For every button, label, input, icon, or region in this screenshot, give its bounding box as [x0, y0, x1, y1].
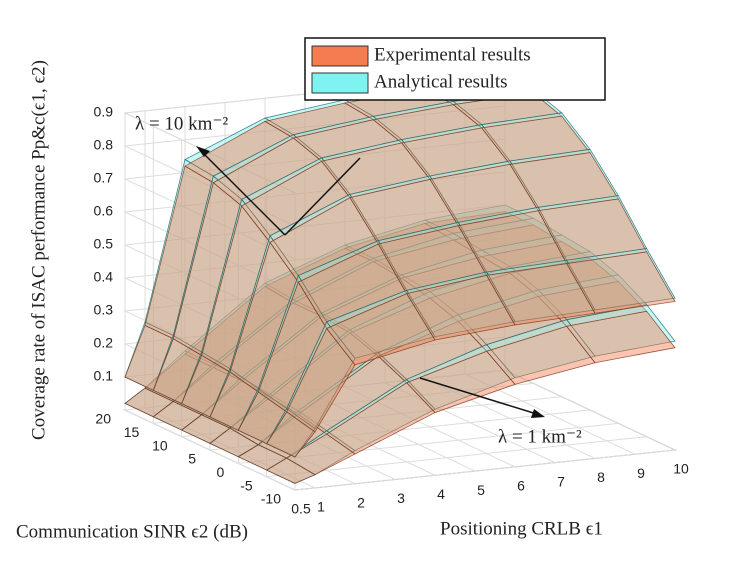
- surface-patch: [565, 304, 676, 357]
- y-axis-label: Communication SINR ϵ2 (dB): [16, 521, 248, 542]
- annotation-arrows: [196, 146, 545, 418]
- grid-line: [123, 303, 506, 425]
- arrow: [419, 377, 541, 416]
- grid-line: [123, 171, 506, 293]
- z-tick-label: 0.7: [94, 170, 114, 186]
- z-tick-label: 0.2: [94, 335, 114, 351]
- surface-patch: [566, 248, 676, 311]
- x-tick-label: 4: [437, 486, 445, 502]
- x-tick-label: 2: [357, 494, 365, 510]
- y-tick-label: 20: [95, 411, 111, 427]
- legend-swatch: [311, 45, 369, 67]
- legend-swatch: [311, 72, 369, 94]
- z-axis-label: Coverage rate of ISAC performance Pp&c(ϵ…: [28, 60, 49, 440]
- x-tick-label: 7: [557, 473, 565, 489]
- z-tick-label: 0.4: [94, 269, 114, 285]
- y-tick-label: 0: [217, 464, 225, 480]
- surface-patch: [566, 251, 676, 314]
- x-tick-label: 10: [673, 461, 689, 477]
- legend: Experimental results Analytical results: [304, 37, 606, 101]
- axes-box: 0.5 1 2 3 4 5 6 7 8 9 10 -10 -5 0 5 10 15 20 0.1 0.2 0.3 0.4 0…: [94, 72, 689, 517]
- y-tick-label: -5: [240, 477, 253, 493]
- legend-label: Experimental results: [374, 44, 531, 65]
- grid-line: [123, 237, 506, 359]
- x-tick-label: 6: [517, 478, 525, 494]
- x-tick-label: 9: [637, 465, 645, 481]
- arrow-head: [196, 146, 210, 157]
- x-tick-label: 0.5: [291, 501, 311, 517]
- grid-line: [123, 204, 506, 326]
- z-tick-label: 0.5: [94, 236, 114, 252]
- y-tick-label: -10: [261, 491, 281, 507]
- grid-line: [123, 270, 506, 392]
- grid-line: [123, 138, 506, 260]
- z-tick-label: 0.8: [94, 137, 114, 153]
- arrow: [199, 149, 286, 236]
- y-tick-label: 10: [152, 437, 168, 453]
- x-tick-label: 3: [397, 490, 405, 506]
- x-tick-label: 5: [477, 482, 485, 498]
- x-tick-label: 1: [317, 499, 325, 515]
- z-tick-label: 0.3: [94, 302, 114, 318]
- legend-label: Analytical results: [374, 71, 508, 92]
- z-tick-label: 0.9: [94, 104, 114, 120]
- arrow: [284, 157, 361, 236]
- y-tick-label: 15: [124, 424, 140, 440]
- z-tick-label: 0.1: [94, 368, 114, 384]
- x-tick-label: 8: [597, 469, 605, 485]
- annotation: λ = 1 km⁻²: [498, 426, 582, 447]
- surface-patch: [565, 310, 676, 364]
- annotation: λ = 10 km⁻²: [135, 113, 228, 134]
- y-tick-label: 5: [188, 451, 196, 467]
- grid-line: [123, 105, 506, 227]
- z-tick-label: 0.6: [94, 203, 114, 219]
- x-axis-label: Positioning CRLB ϵ1: [440, 518, 603, 539]
- arrow-head: [531, 409, 545, 418]
- surfaces: [124, 72, 676, 484]
